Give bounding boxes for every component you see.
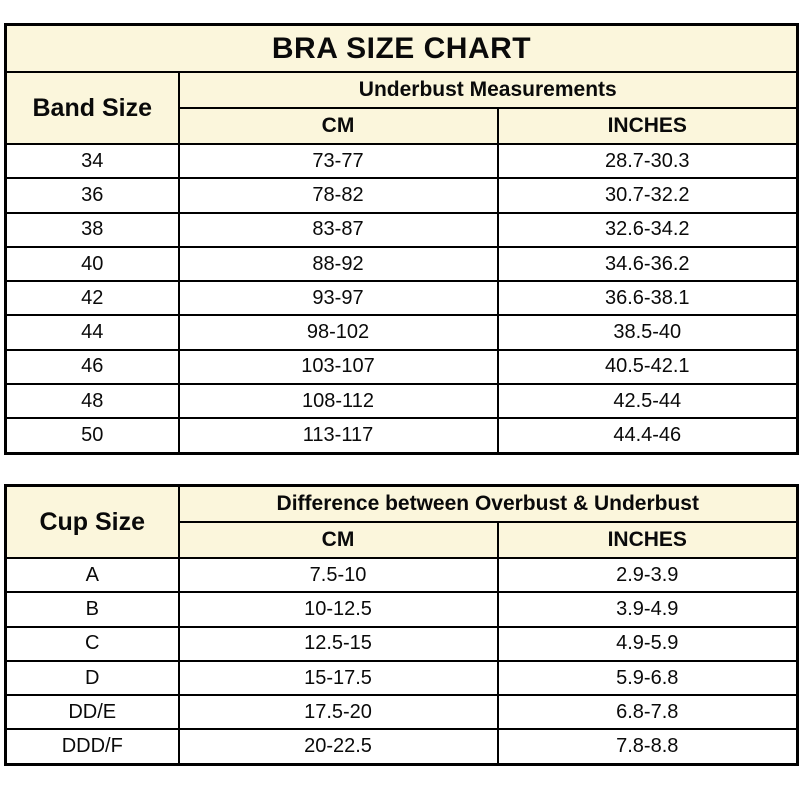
sub-header-row: CM INCHES	[6, 521, 799, 559]
row-label-cell: 44	[4, 314, 180, 351]
band-size-table-body: 34 73-77 28.7-30.3 36 78-82 30.7-32.2 38 83-87 3…	[4, 142, 799, 455]
table-row: C 12.5-15 4.9-5.9	[4, 625, 799, 662]
difference-overbust-underbust-header: Difference between Overbust & Underbust	[177, 484, 799, 523]
value-cell: 83-87	[177, 211, 499, 248]
value-cell: 7.8-8.8	[496, 728, 799, 766]
row-label-cell: 48	[4, 383, 180, 420]
value-cell: 4.9-5.9	[496, 625, 799, 662]
value-cell: 30.7-32.2	[496, 177, 799, 214]
table-row: 48 108-112 42.5-44	[4, 383, 799, 420]
table-row: A 7.5-10 2.9-3.9	[4, 556, 799, 594]
value-cell: 20-22.5	[177, 728, 499, 766]
row-label-cell: 34	[4, 142, 180, 180]
value-cell: 15-17.5	[177, 659, 499, 697]
value-cell: 93-97	[177, 280, 499, 317]
value-cell: 34.6-36.2	[496, 245, 799, 283]
row-label-cell: 38	[4, 211, 180, 248]
value-cell: 42.5-44	[496, 383, 799, 420]
page-title: BRA SIZE CHART	[4, 23, 799, 73]
row-label-cell: 50	[4, 417, 180, 455]
value-cell: 2.9-3.9	[496, 556, 799, 594]
underbust-measurements-header: Underbust Measurements	[177, 71, 799, 109]
table-row: 38 83-87 32.6-34.2	[4, 211, 799, 248]
table-row: DD/E 17.5-20 6.8-7.8	[4, 694, 799, 731]
inches-column-header: INCHES	[496, 107, 799, 145]
table-row: B 10-12.5 3.9-4.9	[4, 591, 799, 628]
row-label-cell: DDD/F	[4, 728, 180, 766]
value-cell: 36.6-38.1	[496, 280, 799, 317]
table-row: 44 98-102 38.5-40	[4, 314, 799, 351]
value-cell: 108-112	[177, 383, 499, 420]
value-cell: 44.4-46	[496, 417, 799, 455]
band-size-table: BRA SIZE CHART Band Size Underbust Measu…	[4, 23, 799, 455]
table-row: 34 73-77 28.7-30.3	[4, 142, 799, 180]
inches-column-header: INCHES	[496, 521, 799, 559]
row-label-cell: 36	[4, 177, 180, 214]
value-cell: 40.5-42.1	[496, 348, 799, 386]
row-label-cell: C	[4, 625, 180, 662]
row-label-cell: A	[4, 556, 180, 594]
row-label-cell: D	[4, 659, 180, 697]
value-cell: 28.7-30.3	[496, 142, 799, 180]
value-cell: 103-107	[177, 348, 499, 386]
table-row: 50 113-117 44.4-46	[4, 417, 799, 455]
table-row: D 15-17.5 5.9-6.8	[4, 659, 799, 697]
group-header-row: Cup Size Difference between Overbust & U…	[4, 484, 799, 559]
table-row: 42 93-97 36.6-38.1	[4, 280, 799, 317]
table-row: 40 88-92 34.6-36.2	[4, 245, 799, 283]
value-cell: 10-12.5	[177, 591, 499, 628]
table-row: 46 103-107 40.5-42.1	[4, 348, 799, 386]
value-cell: 113-117	[177, 417, 499, 455]
value-cell: 17.5-20	[177, 694, 499, 731]
value-cell: 78-82	[177, 177, 499, 214]
value-cell: 3.9-4.9	[496, 591, 799, 628]
value-cell: 32.6-34.2	[496, 211, 799, 248]
cup-size-header: Cup Size	[4, 484, 180, 559]
row-label-cell: 46	[4, 348, 180, 386]
cm-column-header: CM	[177, 107, 499, 145]
band-size-header: Band Size	[4, 71, 180, 145]
value-cell: 98-102	[177, 314, 499, 351]
value-cell: 88-92	[177, 245, 499, 283]
row-label-cell: 42	[4, 280, 180, 317]
value-cell: 6.8-7.8	[496, 694, 799, 731]
row-label-cell: DD/E	[4, 694, 180, 731]
row-label-cell: B	[4, 591, 180, 628]
value-cell: 73-77	[177, 142, 499, 180]
sub-header-row: CM INCHES	[6, 107, 799, 145]
value-cell: 7.5-10	[177, 556, 499, 594]
table-row: 36 78-82 30.7-32.2	[4, 177, 799, 214]
cup-size-table: Cup Size Difference between Overbust & U…	[4, 484, 800, 766]
value-cell: 5.9-6.8	[496, 659, 799, 697]
row-label-cell: 40	[4, 245, 180, 283]
value-cell: 12.5-15	[177, 625, 499, 662]
value-cell: 38.5-40	[496, 314, 799, 351]
group-header-row: Band Size Underbust Measurements	[4, 71, 799, 145]
cup-size-table-body: A 7.5-10 2.9-3.9 B 10-12.5 3.9-4.9 C 12.5-15 4.9…	[4, 556, 799, 766]
table-row: DDD/F 20-22.5 7.8-8.8	[4, 728, 799, 766]
cm-column-header: CM	[177, 521, 499, 559]
title-row: BRA SIZE CHART	[4, 23, 799, 73]
